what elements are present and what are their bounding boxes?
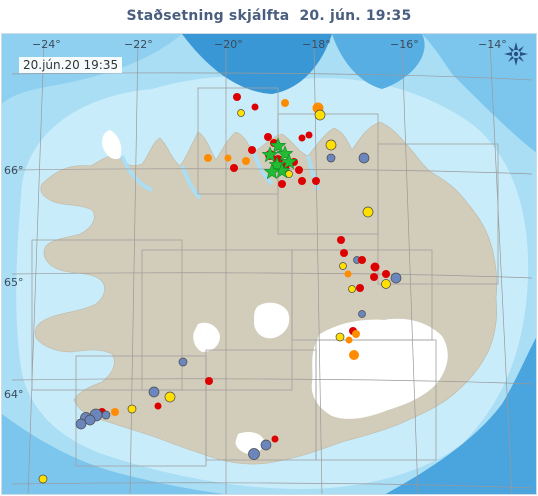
earthquake-marker[interactable] — [230, 164, 238, 172]
pan-compass-icon[interactable] — [503, 41, 529, 67]
earthquake-marker[interactable] — [381, 279, 391, 289]
title-datetime: 20. jún. 19:35 — [299, 8, 412, 24]
earthquake-marker[interactable] — [358, 256, 366, 264]
earthquake-marker[interactable] — [370, 273, 378, 281]
fjord-2 — [180, 165, 202, 200]
earthquake-marker[interactable] — [178, 357, 188, 367]
glacier-hofsjokull — [254, 302, 290, 339]
earthquake-marker[interactable] — [224, 154, 232, 162]
glacier-vatnajokull — [311, 318, 448, 419]
fjord-4 — [306, 155, 320, 191]
earthquake-marker[interactable] — [148, 386, 160, 398]
lon-tick-22: −22° — [124, 38, 153, 51]
earthquake-marker[interactable] — [382, 270, 390, 278]
sea-deep-southeast — [385, 337, 536, 494]
fjord-1 — [120, 155, 153, 192]
glacier-myrdalsjokull — [235, 432, 265, 454]
earthquake-marker[interactable] — [242, 157, 250, 165]
earthquake-marker[interactable] — [356, 284, 364, 292]
earthquake-marker[interactable] — [326, 153, 336, 163]
earthquake-marker[interactable] — [352, 330, 360, 338]
earthquake-markers — [38, 93, 402, 484]
sea-mid-east — [422, 34, 536, 153]
earthquake-marker[interactable] — [335, 332, 345, 342]
earthquake-marker[interactable] — [345, 336, 353, 344]
earthquake-marker[interactable] — [204, 154, 212, 162]
earthquake-marker[interactable] — [325, 139, 337, 151]
lon-tick-18: −18° — [302, 38, 331, 51]
large-earthquake-star[interactable] — [280, 153, 298, 170]
earthquake-marker[interactable] — [295, 166, 303, 174]
lon-tick-24: −24° — [32, 38, 61, 51]
earthquake-marker[interactable] — [349, 350, 359, 360]
glacier-langjokull — [193, 322, 220, 352]
earthquake-marker[interactable] — [344, 270, 352, 278]
earthquake-marker[interactable] — [305, 131, 313, 139]
lat-tick-65: 65° — [4, 276, 24, 289]
latitude-ticks: 66° 65° 64° — [4, 164, 24, 401]
earthquake-marker[interactable] — [390, 272, 402, 284]
earthquake-marker[interactable] — [314, 109, 326, 121]
earthquake-marker[interactable] — [38, 474, 48, 484]
earthquake-marker[interactable] — [337, 236, 345, 244]
sea-deep-north — [182, 34, 332, 94]
large-earthquake-star[interactable] — [261, 146, 279, 163]
fjord-3 — [252, 151, 274, 186]
large-earthquake-star[interactable] — [269, 137, 287, 154]
earthquake-marker[interactable] — [248, 448, 260, 460]
map-timestamp: 20.jún.20 19:35 — [19, 57, 123, 73]
earthquake-marker[interactable] — [248, 146, 256, 154]
earthquake-marker[interactable] — [75, 418, 87, 430]
earthquake-marker[interactable] — [233, 93, 241, 101]
earthquake-marker[interactable] — [340, 249, 348, 257]
earthquake-marker[interactable] — [312, 177, 320, 185]
lon-tick-16: −16° — [390, 38, 419, 51]
earthquake-marker[interactable] — [370, 262, 380, 272]
earthquake-marker[interactable] — [251, 103, 259, 111]
large-earthquake-star[interactable] — [263, 163, 281, 180]
map-title: Staðsetning skjálfta 20. jún. 19:35 — [0, 0, 538, 32]
earthquake-marker[interactable] — [164, 391, 176, 403]
earthquake-marker[interactable] — [358, 310, 366, 318]
earthquake-marker[interactable] — [271, 435, 279, 443]
earthquake-marker[interactable] — [264, 133, 272, 141]
earthquake-marker[interactable] — [205, 377, 213, 385]
earthquake-marker[interactable] — [339, 262, 347, 270]
earthquake-marker[interactable] — [298, 177, 306, 185]
lon-tick-20: −20° — [214, 38, 243, 51]
earthquake-marker[interactable] — [358, 152, 370, 164]
earthquake-marker[interactable] — [154, 402, 162, 410]
earthquake-map[interactable]: −24° −22° −20° −18° −16° −14° 66° 65° 64… — [1, 33, 537, 495]
map-canvas[interactable]: −24° −22° −20° −18° −16° −14° 66° 65° 64… — [2, 34, 537, 495]
earthquake-marker[interactable] — [84, 414, 96, 426]
large-earthquake-star[interactable] — [276, 145, 294, 162]
lon-tick-14: −14° — [478, 38, 507, 51]
earthquake-marker[interactable] — [348, 285, 356, 293]
earthquake-marker[interactable] — [362, 206, 374, 218]
earthquake-marker[interactable] — [298, 134, 306, 142]
earthquake-marker[interactable] — [281, 99, 289, 107]
earthquake-marker[interactable] — [278, 180, 286, 188]
earthquake-marker[interactable] — [237, 109, 245, 117]
earthquake-marker[interactable] — [127, 404, 137, 414]
large-earthquake-star[interactable] — [273, 162, 291, 179]
earthquake-marker[interactable] — [101, 410, 111, 420]
title-text: Staðsetning skjálfta — [126, 8, 290, 24]
lat-tick-66: 66° — [4, 164, 24, 177]
longitude-ticks: −24° −22° −20° −18° −16° −14° — [32, 38, 507, 51]
lat-tick-64: 64° — [4, 388, 24, 401]
earthquake-marker[interactable] — [111, 408, 119, 416]
earthquake-marker[interactable] — [260, 439, 272, 451]
glacier-drangajokull — [102, 130, 122, 160]
sea-mid-southwest — [2, 414, 225, 494]
